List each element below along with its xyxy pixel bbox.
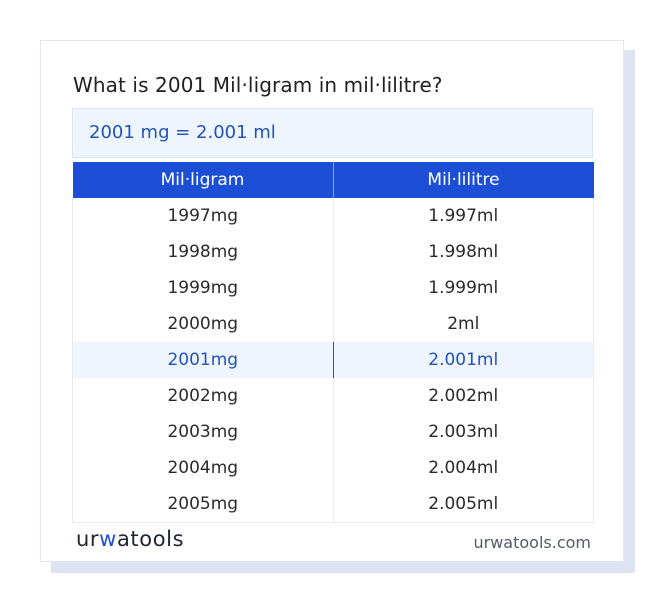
table-header-row: Mil·ligram Mil·lilitre	[72, 162, 594, 198]
cell-milligram: 2002mg	[72, 378, 333, 414]
table-row: 2002mg 2.002ml	[72, 378, 594, 414]
cell-millilitre: 1.997ml	[332, 198, 594, 234]
site-link[interactable]: urwatools.com	[473, 533, 592, 552]
conversion-result: 2001 mg = 2.001 ml	[72, 108, 593, 158]
header-milligram: Mil·ligram	[72, 162, 333, 198]
table-row: 2004mg 2.004ml	[72, 450, 594, 486]
table-row-highlighted: 2001mg 2.001ml	[72, 342, 594, 378]
cell-millilitre: 2.002ml	[332, 378, 594, 414]
table-row: 1999mg 1.999ml	[72, 270, 594, 306]
conversion-card: What is 2001 Mil·ligram in mil·lilitre? …	[40, 40, 624, 562]
cell-millilitre: 2ml	[332, 306, 594, 342]
conversion-table: Mil·ligram Mil·lilitre 1997mg 1.997ml 19…	[72, 162, 594, 523]
table-row: 2000mg 2ml	[72, 306, 594, 342]
cell-milligram: 2003mg	[72, 414, 333, 450]
cell-millilitre: 1.998ml	[332, 234, 594, 270]
cell-milligram: 2000mg	[72, 306, 333, 342]
header-millilitre: Mil·lilitre	[332, 162, 594, 198]
cell-millilitre: 2.005ml	[332, 486, 594, 523]
logo-accent: w	[99, 527, 117, 551]
cell-milligram: 1999mg	[72, 270, 333, 306]
cell-millilitre: 2.003ml	[332, 414, 594, 450]
cell-milligram: 2004mg	[72, 450, 333, 486]
table-row: 1997mg 1.997ml	[72, 198, 594, 234]
cell-milligram: 2001mg	[72, 342, 333, 378]
urwatools-logo[interactable]: urwatools	[76, 527, 184, 551]
table-row: 1998mg 1.998ml	[72, 234, 594, 270]
cell-millilitre: 1.999ml	[332, 270, 594, 306]
cell-milligram: 1998mg	[72, 234, 333, 270]
table-row: 2005mg 2.005ml	[72, 486, 594, 523]
cell-milligram: 1997mg	[72, 198, 333, 234]
logo-part: atools	[116, 527, 185, 551]
cell-milligram: 2005mg	[72, 486, 333, 523]
table-row: 2003mg 2.003ml	[72, 414, 594, 450]
logo-part: ur	[76, 527, 100, 551]
cell-millilitre: 2.001ml	[332, 342, 594, 378]
cell-millilitre: 2.004ml	[332, 450, 594, 486]
page-title: What is 2001 Mil·ligram in mil·lilitre?	[73, 73, 443, 97]
